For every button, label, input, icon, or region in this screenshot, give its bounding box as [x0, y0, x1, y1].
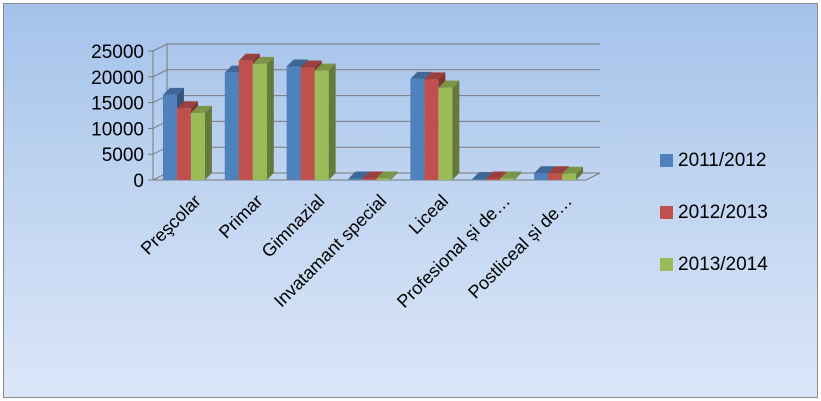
legend-swatch: [660, 206, 673, 219]
bar-side: [452, 80, 460, 180]
category-label: Profesional și de…: [393, 191, 514, 312]
bar-front: [562, 173, 577, 180]
legend-swatch: [660, 258, 673, 271]
bar-front: [252, 63, 267, 180]
legend: 2011/2012 2012/2013 2013/2014: [660, 150, 768, 275]
bar-front: [534, 173, 549, 180]
bar-top: [424, 72, 446, 80]
y-tick-label: 10000: [91, 119, 144, 140]
bar-front: [438, 87, 453, 180]
bar-front: [424, 79, 439, 180]
category-label: Preşcolar: [137, 191, 205, 259]
bar-top: [176, 101, 198, 109]
bar-front: [224, 72, 239, 180]
category-label: Primar: [215, 191, 267, 243]
bar: [562, 166, 584, 180]
bar-top: [286, 59, 308, 67]
bar-front: [176, 108, 191, 180]
bar: [500, 171, 522, 180]
legend-item: 2013/2014: [660, 254, 768, 275]
bar-top: [162, 87, 184, 95]
bar-top: [300, 60, 322, 68]
bar-front: [190, 112, 205, 180]
legend-swatch: [660, 154, 673, 167]
legend-item: 2011/2012: [660, 150, 766, 171]
bar-front: [286, 66, 301, 180]
bars: [162, 53, 584, 181]
y-tick-label: 0: [133, 171, 144, 192]
bar-top: [548, 166, 570, 174]
bar-side: [328, 63, 336, 180]
bar-top: [562, 166, 584, 174]
bar-front: [410, 78, 425, 180]
bar-side: [514, 171, 522, 180]
bar-front: [500, 178, 515, 180]
bar-chart: 0 5000 10000 15000 20000 25000 Preşcolar Primar…: [91, 42, 768, 312]
bar: [438, 80, 460, 180]
category-label: Postliceal și de…: [464, 191, 576, 303]
bar-side: [204, 105, 212, 180]
bar-top: [314, 63, 336, 71]
bar-front: [300, 67, 315, 180]
gridline: [152, 95, 600, 104]
bar-side: [576, 166, 584, 180]
y-tick-label: 15000: [91, 94, 144, 115]
bar-top: [500, 171, 522, 179]
bar-front: [362, 178, 377, 180]
legend-label: 2011/2012: [678, 150, 766, 171]
bar-front: [238, 60, 253, 180]
category-label: Invatamant special: [270, 191, 390, 311]
bar-top: [190, 105, 212, 113]
bar-front: [314, 70, 329, 180]
bar-front: [376, 178, 391, 180]
y-tick-label: 5000: [102, 145, 144, 166]
bar-front: [472, 178, 487, 180]
y-tick-label: 20000: [91, 68, 144, 89]
bar-side: [266, 56, 274, 180]
legend-label: 2012/2013: [678, 202, 768, 223]
y-tick-label: 25000: [91, 42, 144, 63]
gridlines: [152, 43, 600, 181]
gridline: [152, 120, 600, 129]
bar-top: [438, 80, 460, 88]
bar-front: [162, 94, 177, 180]
legend-item: 2012/2013: [660, 202, 768, 223]
bar-front: [548, 173, 563, 180]
bar-top: [238, 53, 260, 61]
bar: [252, 56, 274, 180]
bar: [190, 105, 212, 180]
gridline: [152, 43, 600, 52]
bar-top: [410, 71, 432, 79]
bar-side: [390, 171, 398, 180]
bar: [314, 63, 336, 180]
y-axis-ticks: 0 5000 10000 15000 20000 25000: [91, 42, 153, 192]
legend-label: 2013/2014: [678, 254, 768, 275]
gridline: [152, 69, 600, 78]
bar-top: [376, 171, 398, 179]
chart-area: 0 5000 10000 15000 20000 25000 Preşcolar Primar…: [3, 3, 818, 398]
category-label: Liceal: [405, 191, 452, 238]
bar-front: [348, 178, 363, 180]
bar-front: [486, 178, 501, 180]
gridline: [152, 146, 600, 155]
bar: [376, 171, 398, 180]
